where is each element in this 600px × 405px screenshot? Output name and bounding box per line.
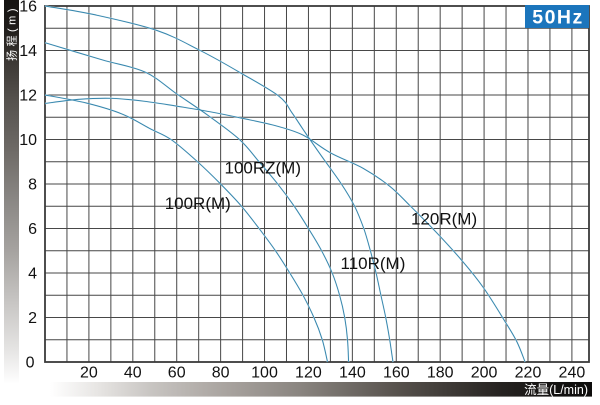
svg-text:流量(L/min): 流量(L/min) (524, 383, 588, 397)
svg-text:20: 20 (80, 365, 98, 382)
svg-text:120R(M): 120R(M) (411, 210, 477, 229)
svg-text:4: 4 (28, 266, 37, 283)
svg-text:100RZ(M): 100RZ(M) (225, 158, 302, 177)
svg-text:40: 40 (124, 365, 142, 382)
svg-text:10: 10 (19, 132, 37, 149)
svg-text:200: 200 (471, 365, 498, 382)
svg-text:110R(M): 110R(M) (341, 254, 406, 273)
svg-text:180: 180 (427, 365, 454, 382)
svg-text:60: 60 (168, 365, 186, 382)
svg-text:8: 8 (28, 177, 37, 194)
svg-text:220: 220 (515, 365, 542, 382)
svg-text:120: 120 (295, 365, 322, 382)
svg-text:100R(M): 100R(M) (165, 194, 231, 213)
svg-text:12: 12 (19, 88, 37, 105)
svg-text:50Hz: 50Hz (532, 7, 584, 29)
svg-text:0: 0 (26, 355, 35, 372)
svg-text:80: 80 (212, 365, 230, 382)
svg-text:100: 100 (251, 365, 278, 382)
svg-text:6: 6 (28, 221, 37, 238)
svg-text:2: 2 (28, 310, 37, 327)
svg-text:扬程(m): 扬程(m) (5, 5, 19, 61)
svg-text:240: 240 (559, 365, 586, 382)
svg-text:16: 16 (19, 0, 37, 16)
svg-text:14: 14 (19, 43, 37, 60)
svg-text:160: 160 (383, 365, 410, 382)
svg-text:140: 140 (339, 365, 366, 382)
